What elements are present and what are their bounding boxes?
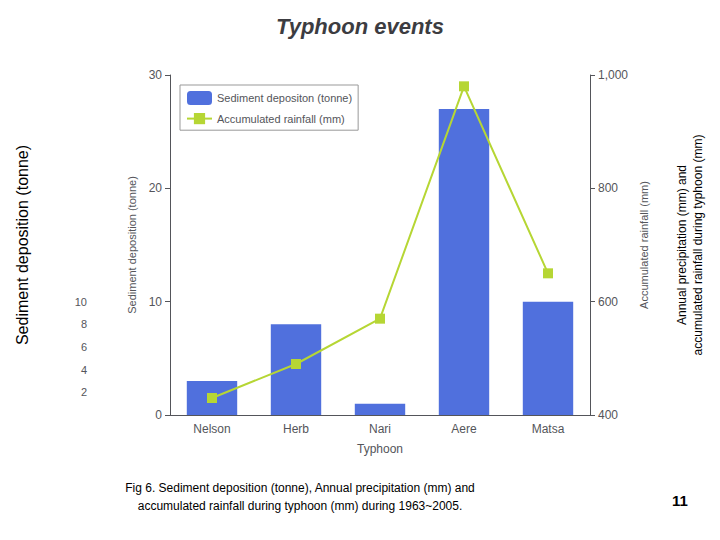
svg-text:Nari: Nari [369, 422, 391, 436]
svg-text:Herb: Herb [283, 422, 309, 436]
svg-text:800: 800 [598, 181, 618, 195]
svg-text:Aere: Aere [451, 422, 477, 436]
svg-text:10: 10 [75, 296, 87, 308]
svg-text:Sediment deposition (tonne): Sediment deposition (tonne) [126, 176, 138, 314]
svg-text:Fig 6. Sediment deposition (to: Fig 6. Sediment deposition (tonne), Annu… [125, 481, 475, 495]
svg-text:20: 20 [149, 181, 163, 195]
svg-text:Typhoon: Typhoon [357, 442, 403, 456]
svg-text:Annual precipitation (mm) and: Annual precipitation (mm) and [675, 165, 689, 325]
svg-text:4: 4 [81, 364, 87, 376]
svg-text:Sediment deposition (tonne): Sediment deposition (tonne) [14, 145, 31, 345]
svg-text:11: 11 [672, 492, 688, 509]
svg-text:Matsa: Matsa [532, 422, 565, 436]
svg-text:600: 600 [598, 295, 618, 309]
svg-text:accumulated rainfall during ty: accumulated rainfall during typhoon (mm)… [138, 499, 463, 513]
svg-text:Nelson: Nelson [193, 422, 230, 436]
svg-text:6: 6 [81, 341, 87, 353]
svg-text:accumulated rainfall during ty: accumulated rainfall during typhoon (mm) [691, 135, 705, 356]
svg-text:1,000: 1,000 [598, 68, 628, 82]
svg-text:Typhoon events: Typhoon events [276, 14, 444, 39]
svg-text:10: 10 [149, 295, 163, 309]
svg-text:Sediment depositon (tonne): Sediment depositon (tonne) [217, 92, 352, 104]
svg-text:Accumulated rainfall (mm): Accumulated rainfall (mm) [217, 113, 345, 125]
svg-text:8: 8 [81, 318, 87, 330]
svg-text:Accumulated rainfall (mm): Accumulated rainfall (mm) [638, 181, 650, 309]
svg-text:400: 400 [598, 408, 618, 422]
svg-text:2: 2 [81, 386, 87, 398]
svg-text:0: 0 [155, 408, 162, 422]
svg-text:30: 30 [149, 68, 163, 82]
